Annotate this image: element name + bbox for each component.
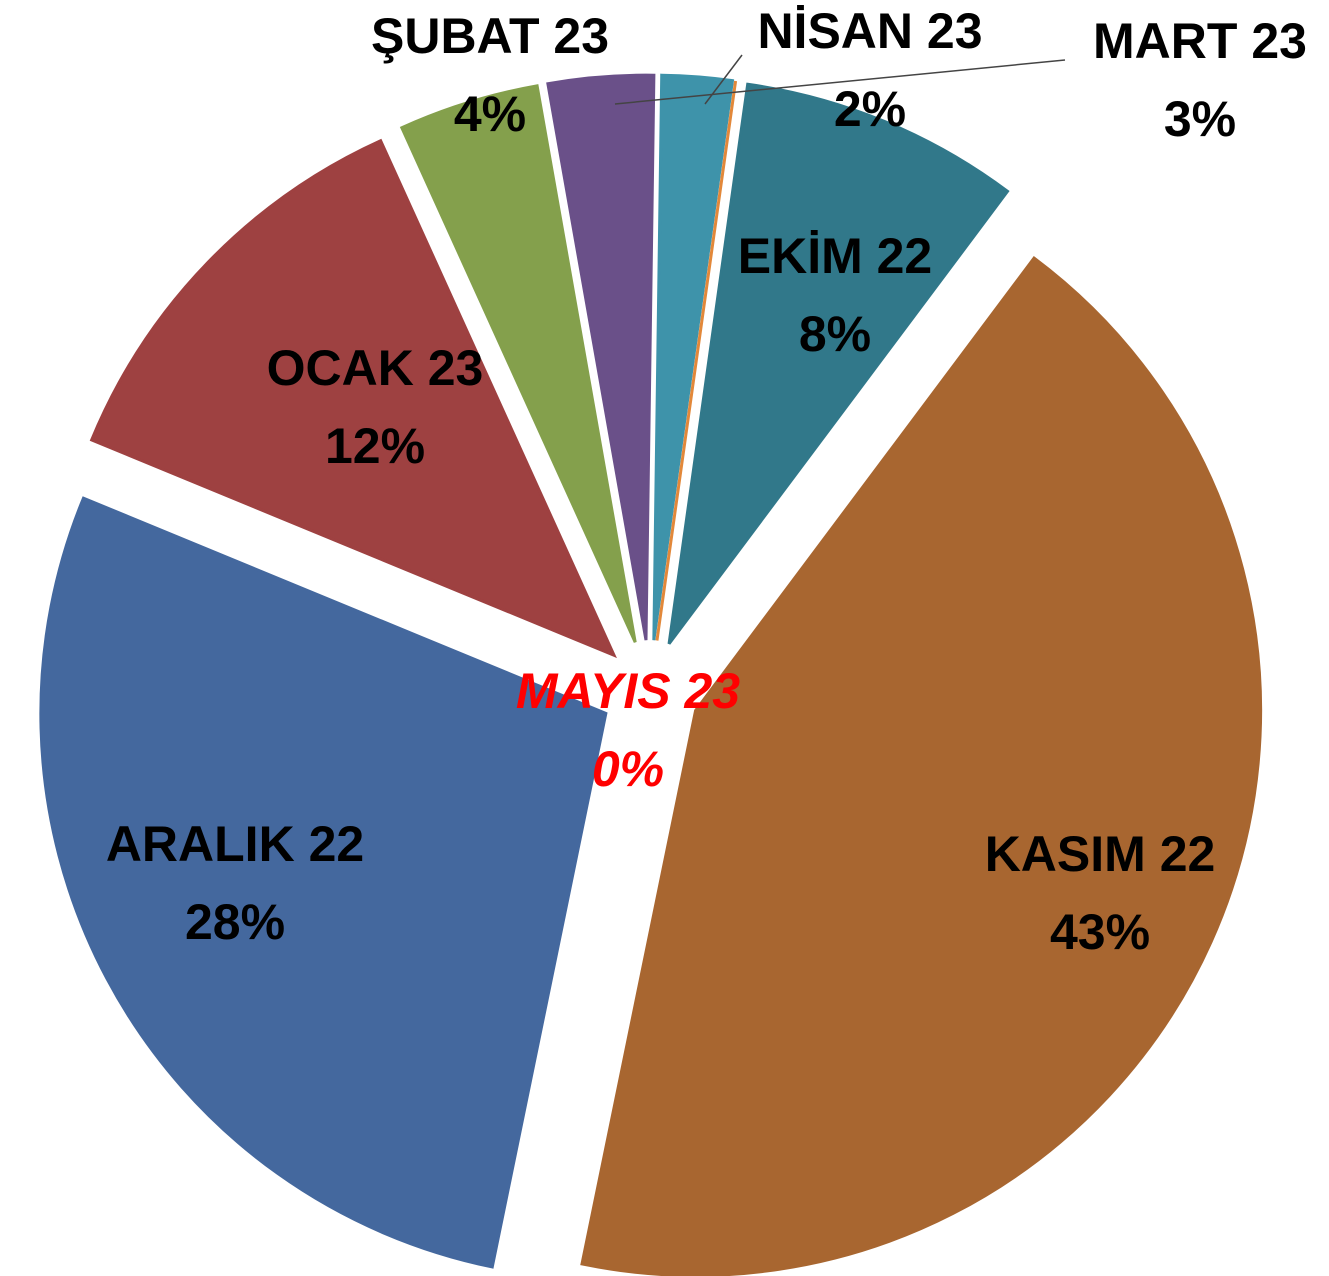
slice-label-name: MART 23 bbox=[1093, 13, 1307, 69]
slice-label-value: 2% bbox=[834, 81, 906, 137]
slice-label-value: 3% bbox=[1164, 91, 1236, 147]
pie-slice bbox=[655, 80, 738, 641]
pie-slice bbox=[399, 84, 637, 643]
slice-label-value: 8% bbox=[799, 306, 871, 362]
leader-line bbox=[704, 54, 743, 105]
pie-slice bbox=[546, 73, 656, 641]
pie-slice bbox=[580, 255, 1263, 1276]
leader-line bbox=[614, 59, 1066, 105]
slice-label-name: NİSAN 23 bbox=[757, 3, 982, 59]
pie-slice bbox=[667, 82, 1010, 645]
slice-label-value: 4% bbox=[454, 86, 526, 142]
slice-label-name: EKİM 22 bbox=[738, 228, 933, 284]
slice-label-name: KASIM 22 bbox=[985, 826, 1216, 882]
slice-label-value: 43% bbox=[1050, 904, 1150, 960]
slice-label-name: ARALIK 22 bbox=[106, 816, 364, 872]
slice-label-value: 0% bbox=[592, 741, 664, 797]
slice-label-value: 12% bbox=[325, 418, 425, 474]
slice-label-name: ŞUBAT 23 bbox=[371, 8, 609, 64]
pie-slice bbox=[652, 73, 735, 641]
slice-label-name: OCAK 23 bbox=[267, 340, 484, 396]
slice-label-name: MAYIS 23 bbox=[516, 663, 740, 719]
pie-slice bbox=[89, 138, 617, 659]
pie-slice bbox=[39, 496, 608, 1269]
slice-label-value: 28% bbox=[185, 894, 285, 950]
